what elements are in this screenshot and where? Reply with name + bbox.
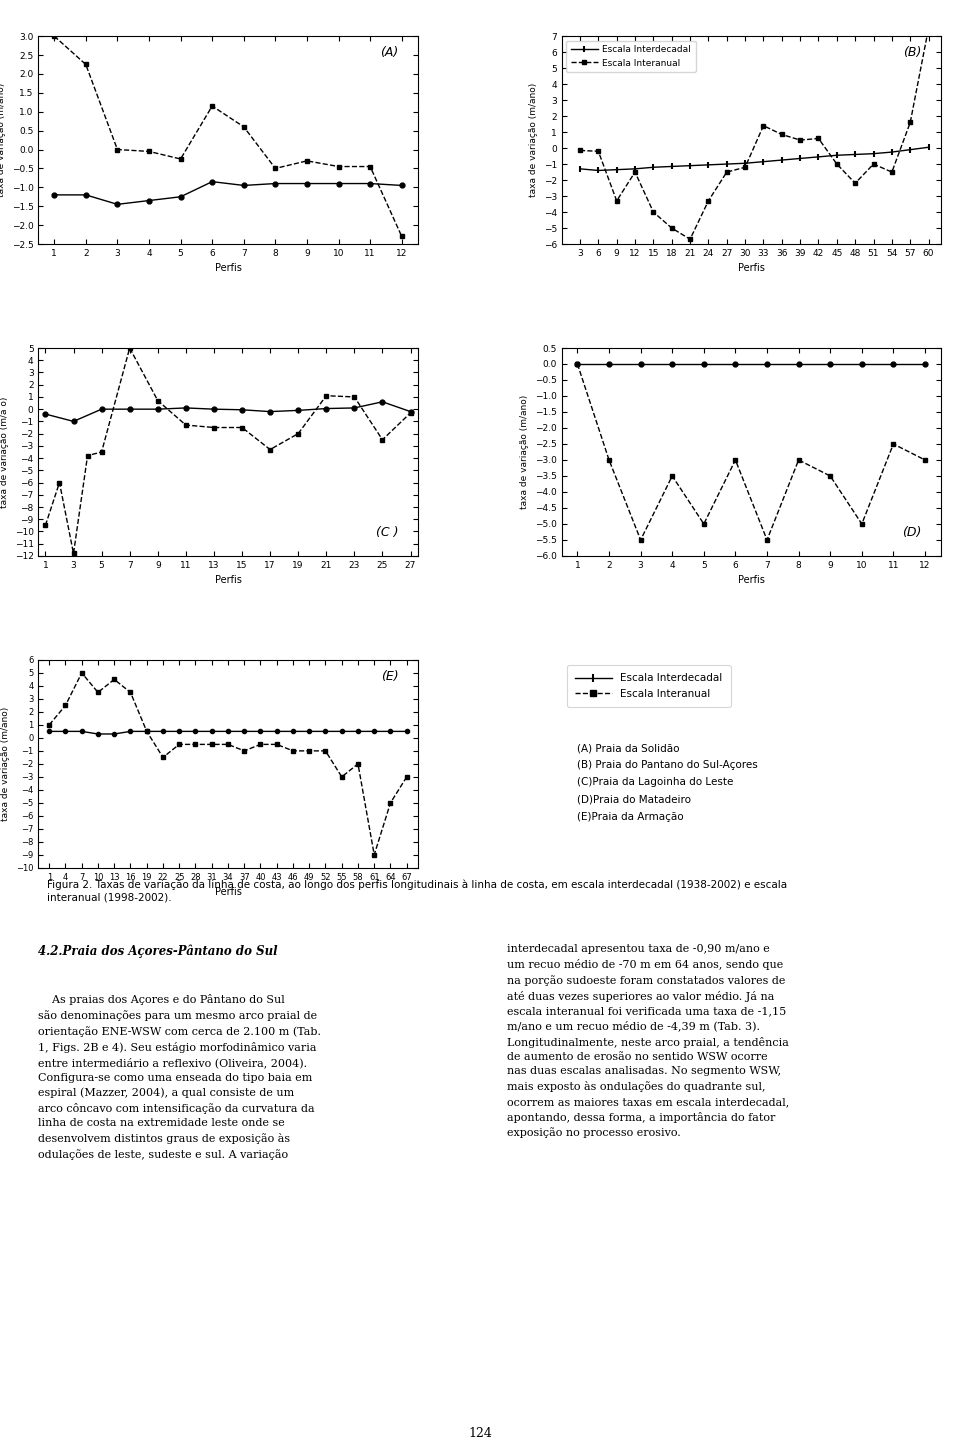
Escala Interdecadal [648, 159, 660, 176]
Escala Interanual [831, 156, 843, 173]
X-axis label: Perfis: Perfis [738, 263, 765, 273]
X-axis label: Perfis: Perfis [214, 263, 241, 273]
Escala Interdecadal [923, 139, 934, 156]
Escala Interanual [629, 163, 640, 180]
Y-axis label: taxa de variação (m/ano): taxa de variação (m/ano) [529, 82, 538, 198]
Escala Interdecadal [868, 144, 879, 162]
Y-axis label: taxa de variação (m/ano): taxa de variação (m/ano) [520, 394, 529, 510]
Text: interdecadal apresentou taxa de -0,90 m/ano e
um recuo médio de -70 m em 64 anos: interdecadal apresentou taxa de -0,90 m/… [507, 944, 789, 1138]
Escala Interanual [611, 192, 622, 209]
Escala Interanual [923, 19, 934, 36]
Escala Interanual [850, 175, 861, 192]
Escala Interdecadal [794, 150, 805, 168]
Escala Interdecadal [739, 155, 751, 172]
Text: (C ): (C ) [376, 526, 398, 539]
Text: 124: 124 [468, 1427, 492, 1440]
Escala Interdecadal [574, 160, 586, 178]
Y-axis label: taxa de variação (m/ano): taxa de variação (m/ano) [2, 706, 11, 822]
Line: Escala Interanual: Escala Interanual [578, 26, 931, 241]
Text: (A) Praia da Solidão
(B) Praia do Pantano do Sul-Açores
(C)Praia da Lagoinha do : (A) Praia da Solidão (B) Praia do Pantan… [577, 744, 757, 822]
Escala Interdecadal [886, 143, 898, 160]
Escala Interanual [868, 156, 879, 173]
Escala Interdecadal [592, 162, 604, 179]
Escala Interanual [648, 204, 660, 221]
Escala Interanual [684, 231, 696, 248]
Text: (B): (B) [903, 46, 922, 59]
Text: (A): (A) [380, 46, 398, 59]
Text: (E): (E) [381, 670, 398, 683]
Escala Interdecadal [776, 152, 787, 169]
Escala Interanual [813, 130, 825, 147]
Escala Interdecadal [629, 160, 640, 178]
Escala Interdecadal [904, 142, 916, 159]
Escala Interanual [739, 159, 751, 176]
Text: Figura 2. Taxas de variação da linha de costa, ao longo dos perfis longitudinais: Figura 2. Taxas de variação da linha de … [47, 879, 787, 902]
X-axis label: Perfis: Perfis [214, 887, 241, 897]
Escala Interdecadal [684, 157, 696, 175]
Escala Interanual [904, 114, 916, 131]
Escala Interanual [721, 163, 732, 180]
Escala Interanual [574, 142, 586, 159]
Y-axis label: taxa de variação (m/a o): taxa de variação (m/a o) [0, 396, 9, 508]
Escala Interdecadal [813, 149, 825, 166]
Escala Interanual [794, 131, 805, 149]
Legend: Escala Interdecadal, Escala Interanual: Escala Interdecadal, Escala Interanual [566, 40, 696, 72]
Escala Interanual [592, 143, 604, 160]
Escala Interdecadal [757, 153, 769, 170]
Escala Interanual [776, 126, 787, 143]
Escala Interanual [666, 219, 678, 237]
Y-axis label: taxa de variação (m/ano): taxa de variação (m/ano) [0, 82, 6, 198]
Text: 4.2.Praia dos Açores-Pântano do Sul: 4.2.Praia dos Açores-Pântano do Sul [38, 944, 278, 957]
Text: (D): (D) [902, 526, 922, 539]
Escala Interanual [886, 163, 898, 180]
Escala Interdecadal [611, 160, 622, 178]
Escala Interanual [757, 117, 769, 134]
Escala Interanual [703, 192, 714, 209]
Escala Interdecadal [666, 157, 678, 175]
Line: Escala Interdecadal: Escala Interdecadal [577, 144, 932, 173]
Escala Interdecadal [721, 156, 732, 173]
Escala Interdecadal [850, 146, 861, 163]
X-axis label: Perfis: Perfis [738, 575, 765, 585]
Escala Interdecadal [831, 147, 843, 165]
Escala Interdecadal [703, 156, 714, 173]
X-axis label: Perfis: Perfis [214, 575, 241, 585]
Legend: Escala Interdecadal, Escala Interanual: Escala Interdecadal, Escala Interanual [566, 666, 731, 708]
Text: As praias dos Açores e do Pântano do Sul
são denominações para um mesmo arco pra: As praias dos Açores e do Pântano do Sul… [38, 995, 322, 1160]
